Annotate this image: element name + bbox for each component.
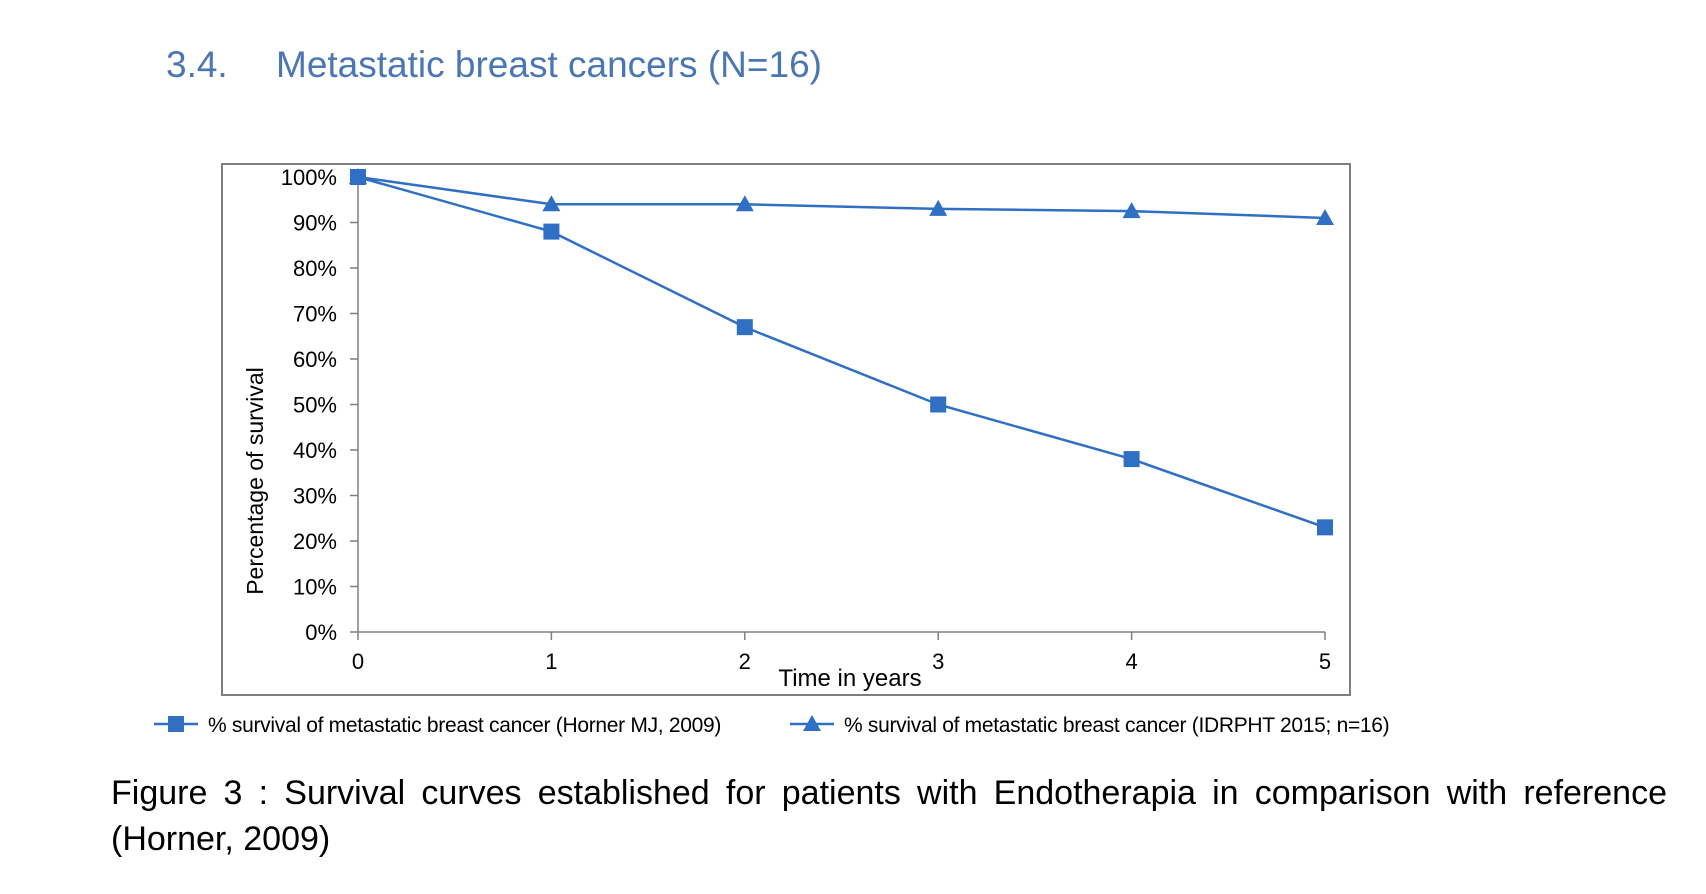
x-tick-label: 3 [932,649,944,674]
legend-label: % survival of metastatic breast cancer (… [208,714,721,737]
y-tick-label: 20% [293,529,337,554]
data-point [1316,208,1334,225]
y-tick-label: 90% [293,211,337,236]
series-line [357,175,1326,529]
y-tick-label: 40% [293,438,337,463]
series-1 [350,169,1333,536]
series-line [357,175,1326,220]
y-tick-label: 30% [293,484,337,509]
data-point [543,223,560,240]
chart-frame [221,163,1351,696]
figure-caption: Figure 3 : Survival curves established f… [111,774,1667,858]
x-axis-label: Time in years [778,665,921,692]
legend-marker [803,715,821,731]
data-point [349,168,367,184]
data-point [736,319,753,336]
section-title: Metastatic breast cancers (N=16) [276,44,822,85]
legend-entry: % survival of metastatic breast cancer (… [790,714,1390,737]
series-2 [349,168,1334,225]
data-point [1317,519,1333,536]
x-tick-label: 1 [545,649,557,674]
x-tick-label: 2 [739,649,751,674]
data-point [735,195,754,212]
y-tick-label: 80% [293,256,337,281]
chart-series [349,168,1334,536]
legend-marker [168,716,184,732]
legend-label: % survival of metastatic breast cancer (… [844,714,1389,737]
y-tick-label: 60% [293,347,337,372]
y-tick-label: 0% [305,620,337,645]
y-tick-label: 50% [293,393,337,418]
section-number: 3.4. [166,44,228,85]
data-point [1123,451,1140,468]
x-tick-label: 0 [352,649,364,674]
section-heading: 3.4. Metastatic breast cancers (N=16) [166,44,822,86]
y-tick-label: 10% [293,575,337,600]
y-tick-label: 70% [293,302,337,327]
data-point [930,396,947,413]
data-point [929,199,948,216]
y-tick-label: 100% [281,165,337,190]
data-point [542,195,561,212]
x-tick-label: 5 [1319,649,1331,674]
legend-entry: % survival of metastatic breast cancer (… [154,714,721,737]
x-tick-label: 4 [1125,649,1137,674]
chart-axes: 0% 10% 20% 30% 40% 50% 60% 70% 80% 90% 100% 0 1 2 3 4 5 [281,165,1331,674]
y-axis-label: Percentage of survival [242,367,268,595]
chart-legend: % survival of metastatic breast cancer (… [154,714,1390,737]
data-point [1122,202,1141,219]
